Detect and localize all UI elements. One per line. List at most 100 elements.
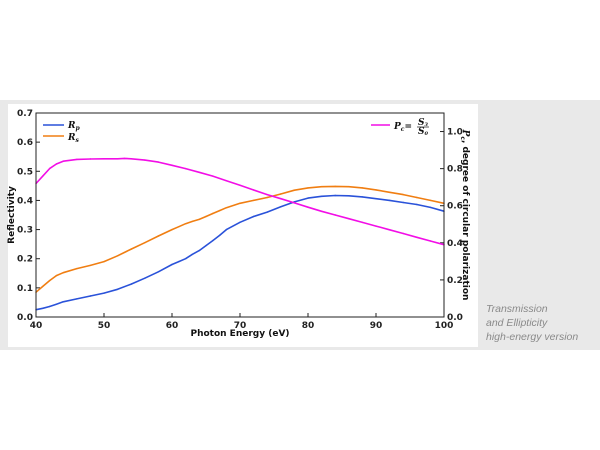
point-rp-17 [205, 244, 207, 247]
y-axis-label: Reflectivity [7, 186, 17, 244]
y-tick-label-0: 0.0 [17, 313, 33, 323]
caption-line-2: and Ellipticity [486, 317, 548, 329]
point-pc-31 [416, 236, 418, 238]
point-rs-32 [388, 191, 391, 193]
y-tick-label-5: 0.5 [17, 167, 33, 177]
point-pc-13 [171, 164, 173, 166]
point-rs-21 [239, 202, 241, 204]
point-rs-28 [334, 185, 336, 188]
y2-tick-label-2: 0.4 [447, 239, 463, 249]
legend-rs-label: Rs [67, 133, 79, 144]
point-pc-22 [293, 202, 296, 204]
point-pc-25 [334, 214, 336, 216]
point-pc-8 [116, 158, 119, 160]
x-tick-label-6: 100 [435, 321, 454, 331]
point-rs-30 [361, 187, 364, 189]
x-tick-label-2: 60 [166, 321, 179, 331]
point-rp-3 [55, 303, 58, 305]
y-tick-label-1: 0.1 [17, 284, 33, 294]
point-rs-20 [225, 207, 228, 209]
x-tick-label-1: 50 [98, 321, 111, 331]
y-tick-label-2: 0.2 [17, 255, 33, 265]
point-rp-30 [361, 196, 364, 198]
point-rs-18 [212, 212, 214, 215]
point-rp-9 [130, 283, 132, 285]
point-pc-2 [48, 167, 51, 170]
point-rp-22 [252, 215, 255, 218]
point-rs-2 [48, 279, 51, 282]
point-rp-28 [334, 194, 336, 197]
point-rs-35 [429, 199, 432, 202]
point-rp-35 [429, 206, 432, 209]
point-rp-2 [48, 305, 51, 308]
point-pc-12 [157, 161, 160, 163]
point-rs-13 [178, 226, 180, 228]
y-tick-label-3: 0.3 [17, 226, 33, 236]
x-tick-label-4: 80 [302, 321, 315, 331]
point-pc-21 [280, 198, 282, 200]
point-rp-14 [184, 258, 187, 260]
point-rp-29 [348, 195, 350, 197]
y2-tick-label-4: 0.8 [447, 165, 463, 175]
point-rp-15 [191, 253, 194, 255]
point-rp-26 [307, 197, 309, 199]
point-rp-33 [402, 201, 404, 204]
point-rp-1 [42, 307, 44, 309]
x-tick-label-0: 40 [30, 321, 43, 331]
legend-rp-label: Rp [67, 121, 80, 132]
series-layer [35, 157, 445, 311]
point-rp-27 [320, 195, 323, 197]
point-rs-22 [252, 199, 255, 202]
point-rp-10 [144, 277, 146, 279]
point-pc-18 [239, 184, 241, 186]
y2-tick-label-3: 0.6 [447, 202, 463, 212]
point-rs-10 [144, 242, 146, 244]
point-rs-29 [348, 186, 350, 188]
legend-pc-label: Pc= [393, 122, 412, 133]
point-pc-23 [307, 206, 309, 208]
point-rs-33 [402, 193, 404, 196]
point-rp-8 [116, 288, 119, 290]
point-rs-34 [416, 196, 418, 199]
point-pc-6 [89, 158, 92, 160]
series-line-pc [35, 157, 445, 246]
y2-axis-label: Pc, degree of circular polarization [459, 129, 470, 301]
point-rp-19 [218, 234, 221, 237]
point-rp-23 [266, 211, 268, 213]
point-rp-32 [388, 199, 391, 202]
point-pc-3 [55, 163, 58, 165]
point-rs-1 [42, 285, 44, 288]
point-rs-26 [307, 187, 309, 189]
point-rs-5 [76, 267, 78, 270]
point-rs-25 [293, 189, 296, 191]
point-pc-30 [402, 232, 404, 235]
y2-tick-label-1: 0.2 [447, 276, 463, 286]
y2-tick-label-5: 1.0 [447, 128, 463, 138]
point-pc-27 [361, 221, 364, 224]
point-pc-16 [212, 175, 214, 177]
point-pc-17 [225, 180, 228, 182]
y-tick-label-4: 0.4 [17, 196, 33, 206]
point-pc-1 [42, 175, 44, 177]
point-rp-12 [171, 263, 173, 266]
point-rs-3 [55, 274, 58, 277]
y2-tick-label-0: 0.0 [447, 313, 463, 323]
point-rp-7 [103, 292, 105, 294]
tick-layer: 40 50 60 70 80 90 1000.00.10.20.30.40.50.60.70… [17, 109, 463, 331]
point-pc-32 [429, 240, 432, 242]
point-rs-9 [130, 248, 132, 250]
point-rp-16 [198, 249, 200, 252]
point-rs-23 [266, 196, 268, 199]
x-tick-label-5: 90 [370, 321, 383, 331]
point-rs-27 [320, 186, 323, 188]
point-rp-11 [157, 271, 160, 273]
y-tick-label-6: 0.6 [17, 138, 33, 148]
point-rs-17 [205, 215, 207, 218]
point-rp-24 [280, 206, 282, 208]
x-axis-label: Photon Energy (eV) [190, 329, 289, 339]
point-pc-11 [144, 159, 146, 161]
caption-line-1: Transmission [486, 303, 548, 315]
point-pc-20 [266, 193, 268, 196]
point-rs-7 [103, 260, 105, 263]
point-pc-5 [76, 158, 78, 161]
